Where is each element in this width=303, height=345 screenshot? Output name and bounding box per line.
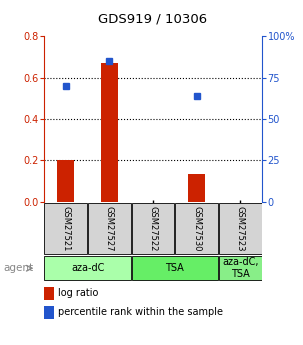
Text: GSM27530: GSM27530 <box>192 206 201 251</box>
Bar <box>188 174 205 202</box>
Bar <box>58 160 74 202</box>
Text: agent: agent <box>3 263 33 273</box>
Text: GSM27527: GSM27527 <box>105 206 114 251</box>
Text: GDS919 / 10306: GDS919 / 10306 <box>98 12 208 25</box>
Bar <box>44 306 54 319</box>
Bar <box>219 256 262 280</box>
Bar <box>219 203 262 254</box>
Text: GSM27521: GSM27521 <box>61 206 70 251</box>
Text: TSA: TSA <box>165 263 184 273</box>
Text: log ratio: log ratio <box>58 288 98 298</box>
Bar <box>44 256 131 280</box>
Text: percentile rank within the sample: percentile rank within the sample <box>58 307 223 317</box>
Bar <box>44 287 54 300</box>
Bar <box>88 203 131 254</box>
Bar <box>44 203 87 254</box>
Bar <box>132 203 175 254</box>
Bar <box>175 203 218 254</box>
Text: aza-dC,
TSA: aza-dC, TSA <box>222 257 258 279</box>
Bar <box>101 63 118 202</box>
Text: GSM27523: GSM27523 <box>236 206 245 251</box>
Bar <box>132 256 218 280</box>
Text: GSM27522: GSM27522 <box>148 206 158 251</box>
Text: aza-dC: aza-dC <box>71 263 104 273</box>
